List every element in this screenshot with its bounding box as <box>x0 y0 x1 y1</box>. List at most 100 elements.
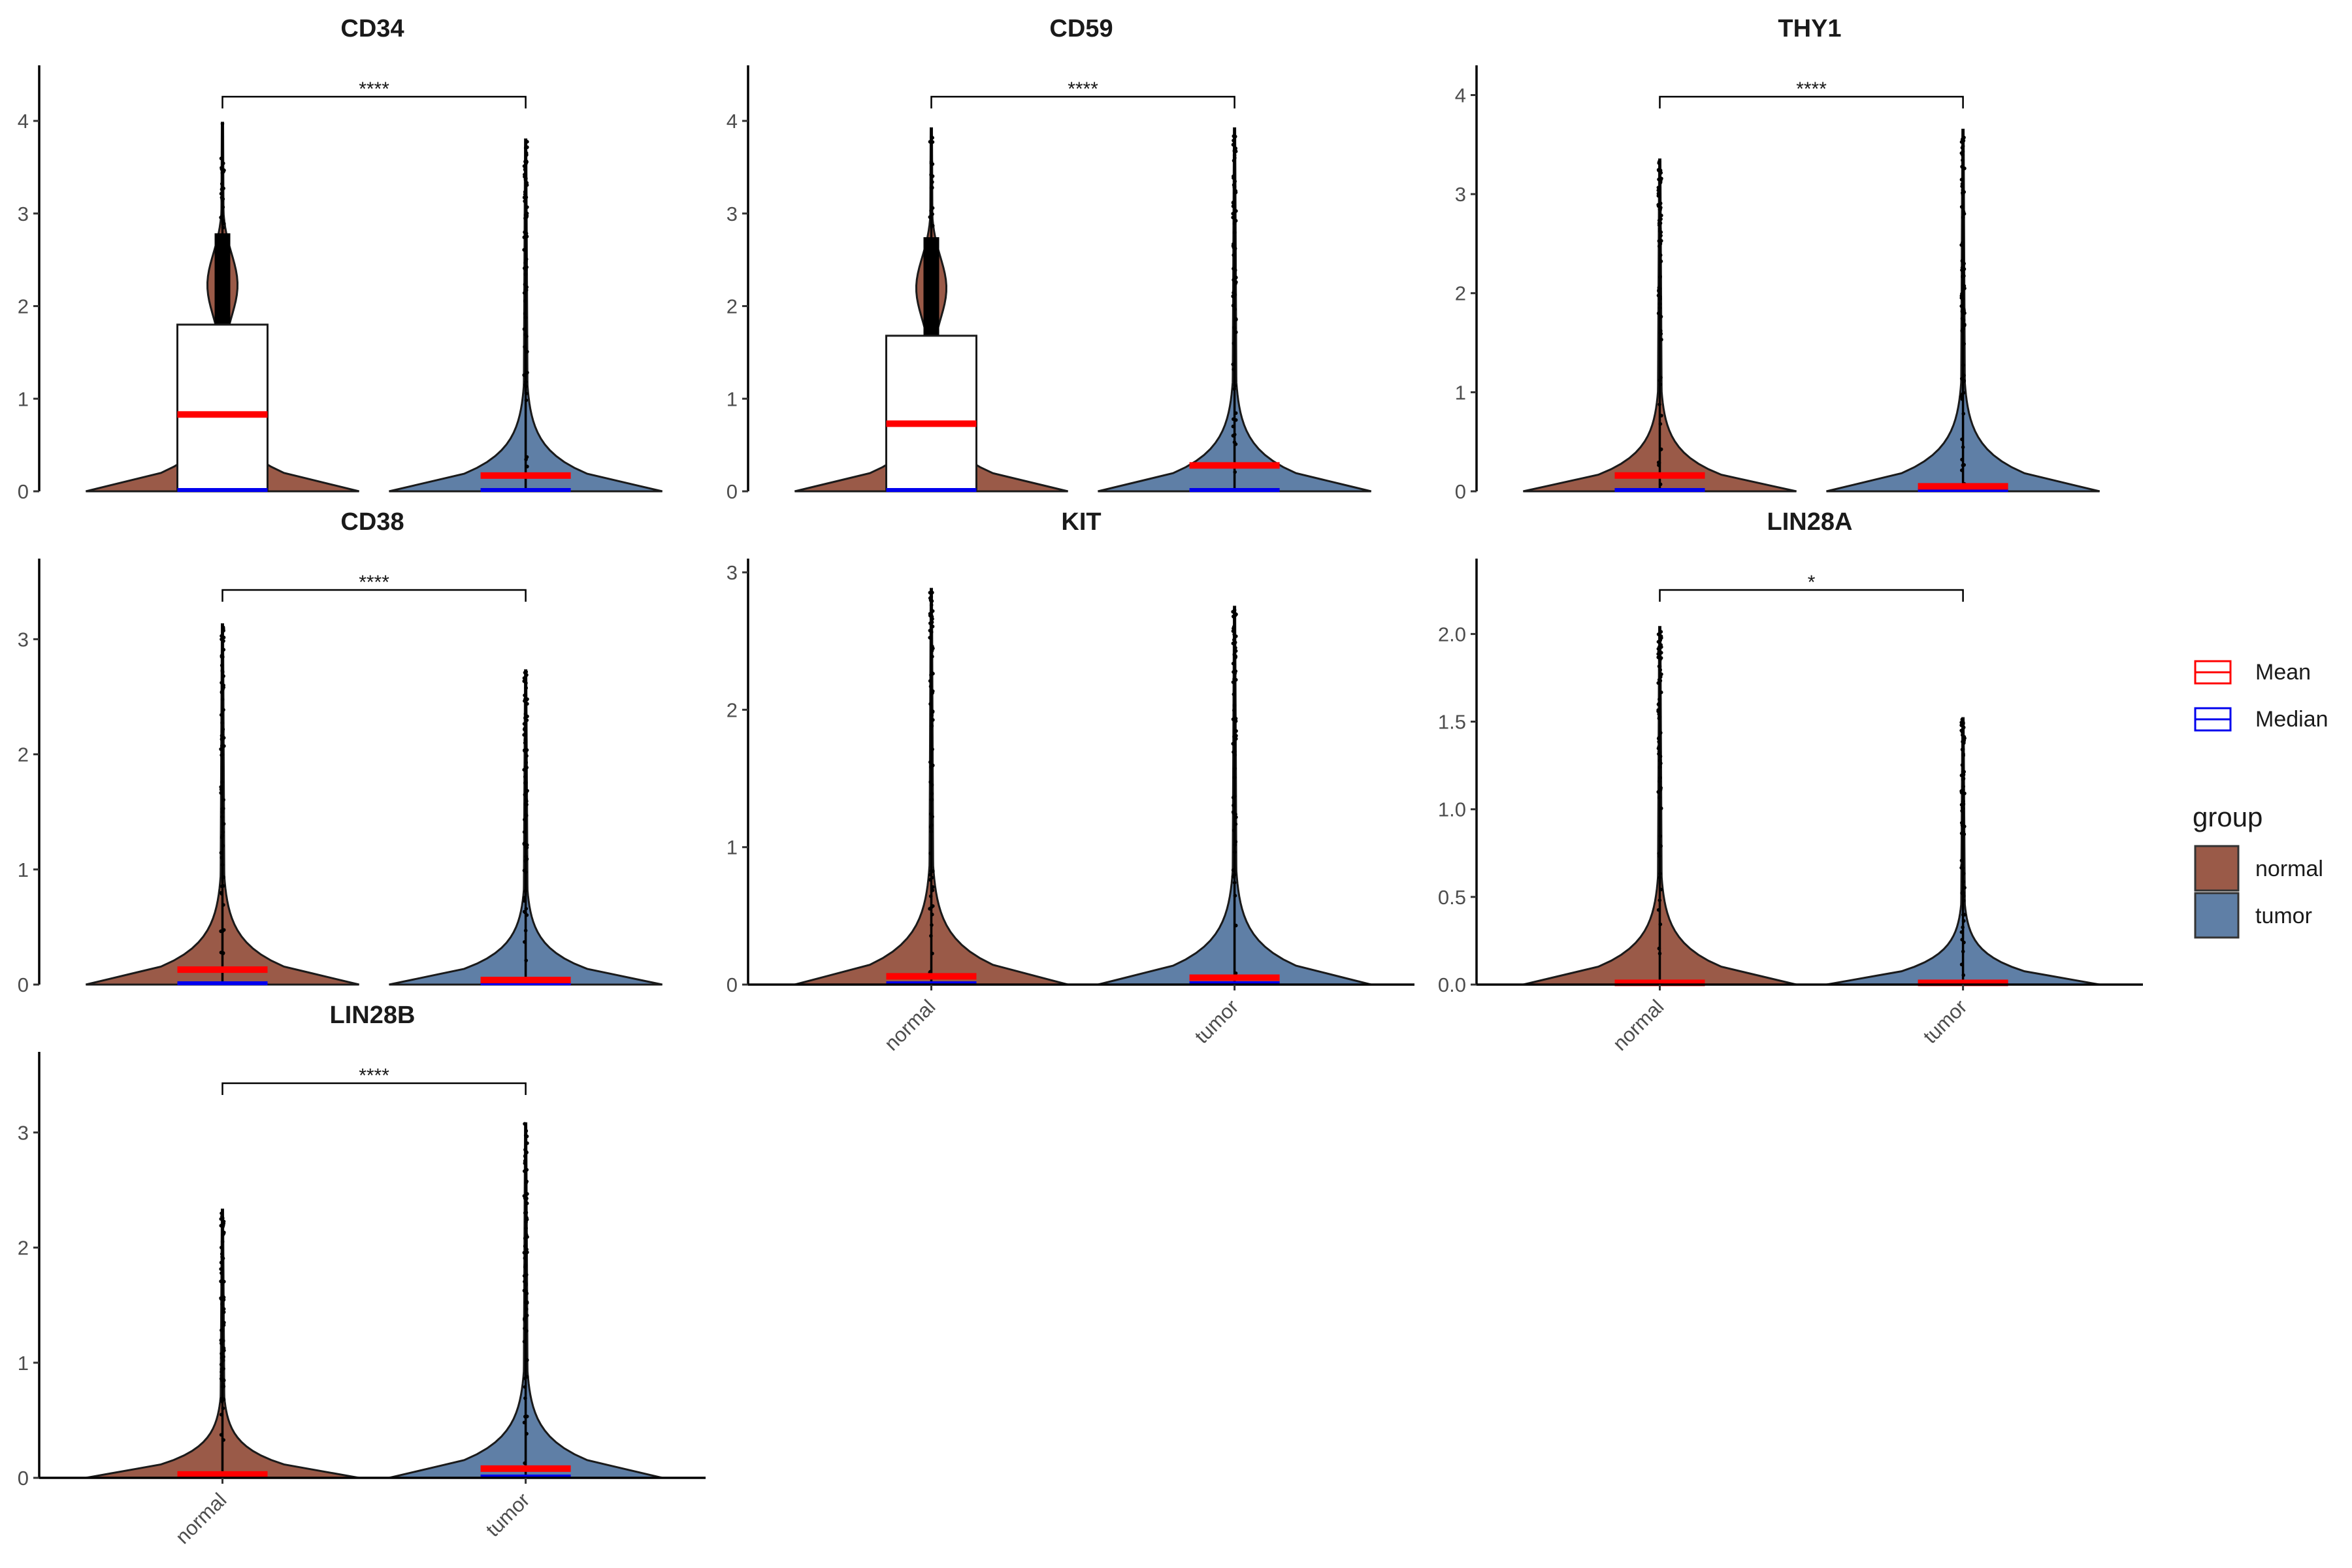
data-point <box>524 1211 529 1215</box>
data-point <box>219 785 223 789</box>
data-point <box>929 829 934 834</box>
data-point <box>929 208 933 213</box>
violin-normal <box>794 587 1068 986</box>
data-point <box>1962 135 1966 140</box>
data-point <box>525 465 529 468</box>
y-tick-label: 0 <box>18 973 29 996</box>
data-point <box>1659 259 1663 263</box>
data-point <box>219 1267 223 1271</box>
y-tick-label: 0.0 <box>1438 973 1466 996</box>
violin-normal <box>86 623 359 986</box>
data-point <box>523 172 527 176</box>
data-point <box>1961 879 1966 884</box>
data-point <box>1233 971 1238 975</box>
data-point <box>525 754 529 758</box>
data-point <box>522 676 527 680</box>
data-point <box>221 830 225 834</box>
data-point <box>1657 740 1661 744</box>
data-point <box>1658 872 1662 875</box>
data-point <box>1232 387 1237 391</box>
violin-tumor <box>1098 606 1372 986</box>
data-point <box>222 744 226 748</box>
violin-tumor <box>389 669 663 986</box>
data-point <box>523 870 528 874</box>
data-point <box>1233 155 1237 160</box>
y-tick-label: 0 <box>727 480 738 503</box>
data-point <box>525 1307 529 1311</box>
data-point <box>221 1307 226 1311</box>
data-point <box>1658 787 1663 792</box>
data-point <box>1961 445 1965 449</box>
data-point <box>1963 323 1967 327</box>
data-point <box>1960 259 1965 263</box>
data-point <box>525 235 529 238</box>
data-point <box>221 1358 225 1363</box>
data-point <box>1961 215 1965 220</box>
data-point <box>523 939 527 944</box>
x-tick-label: tumor <box>482 1488 534 1541</box>
legend-item-tumor: tumor <box>2194 892 2312 939</box>
data-point <box>1232 267 1235 271</box>
data-point <box>930 212 934 216</box>
data-point <box>523 190 527 194</box>
data-point <box>1657 712 1661 716</box>
data-point <box>1962 898 1966 903</box>
data-point <box>1231 742 1235 746</box>
data-point <box>1961 740 1965 743</box>
y-tick-label: 1 <box>1455 381 1466 404</box>
data-point <box>1232 134 1236 139</box>
data-point <box>525 843 529 847</box>
data-point <box>1231 795 1235 800</box>
y-tick-label: 3 <box>727 561 738 584</box>
data-point <box>1234 737 1238 741</box>
data-point <box>221 170 225 174</box>
data-point <box>929 161 934 165</box>
data-point <box>928 851 932 855</box>
data-point <box>1656 790 1660 794</box>
data-point <box>523 288 528 293</box>
data-point <box>930 815 934 819</box>
data-point <box>1233 766 1237 771</box>
data-point <box>522 235 527 240</box>
violin-tumor <box>389 1122 663 1479</box>
data-point <box>1233 843 1237 847</box>
data-point <box>1961 770 1965 774</box>
data-point <box>219 1245 223 1250</box>
data-point <box>928 140 932 144</box>
data-point <box>1658 201 1663 206</box>
data-point <box>1962 872 1966 875</box>
data-point <box>219 929 223 934</box>
significance-bracket <box>221 589 527 602</box>
data-point <box>928 780 932 784</box>
data-point <box>220 1384 225 1389</box>
data-point <box>524 384 528 389</box>
data-point <box>524 151 529 155</box>
data-point <box>524 1129 529 1133</box>
data-point <box>523 1256 527 1260</box>
data-point <box>1233 384 1237 388</box>
data-point <box>221 639 225 643</box>
data-point <box>1658 275 1662 279</box>
data-point <box>1659 337 1663 342</box>
data-point <box>523 312 527 316</box>
data-point <box>523 299 527 303</box>
data-point <box>222 1348 226 1352</box>
data-point <box>220 1215 224 1218</box>
data-point <box>931 763 935 768</box>
data-point <box>220 1252 224 1256</box>
data-point <box>1233 246 1237 251</box>
data-point <box>1658 306 1662 310</box>
data-point <box>219 1341 223 1345</box>
x-tick-label: normal <box>1609 995 1669 1055</box>
data-point <box>930 223 935 228</box>
data-point <box>524 798 529 802</box>
y-tick-label: 2 <box>727 698 738 721</box>
y-tick-label: 0.5 <box>1438 886 1466 909</box>
data-point <box>930 792 934 796</box>
data-point <box>1659 730 1663 735</box>
data-point <box>930 724 934 728</box>
data-point <box>1657 851 1661 856</box>
legend-swatch <box>2194 892 2240 939</box>
data-point <box>1962 894 1966 898</box>
significance-label: **** <box>1796 78 1827 100</box>
